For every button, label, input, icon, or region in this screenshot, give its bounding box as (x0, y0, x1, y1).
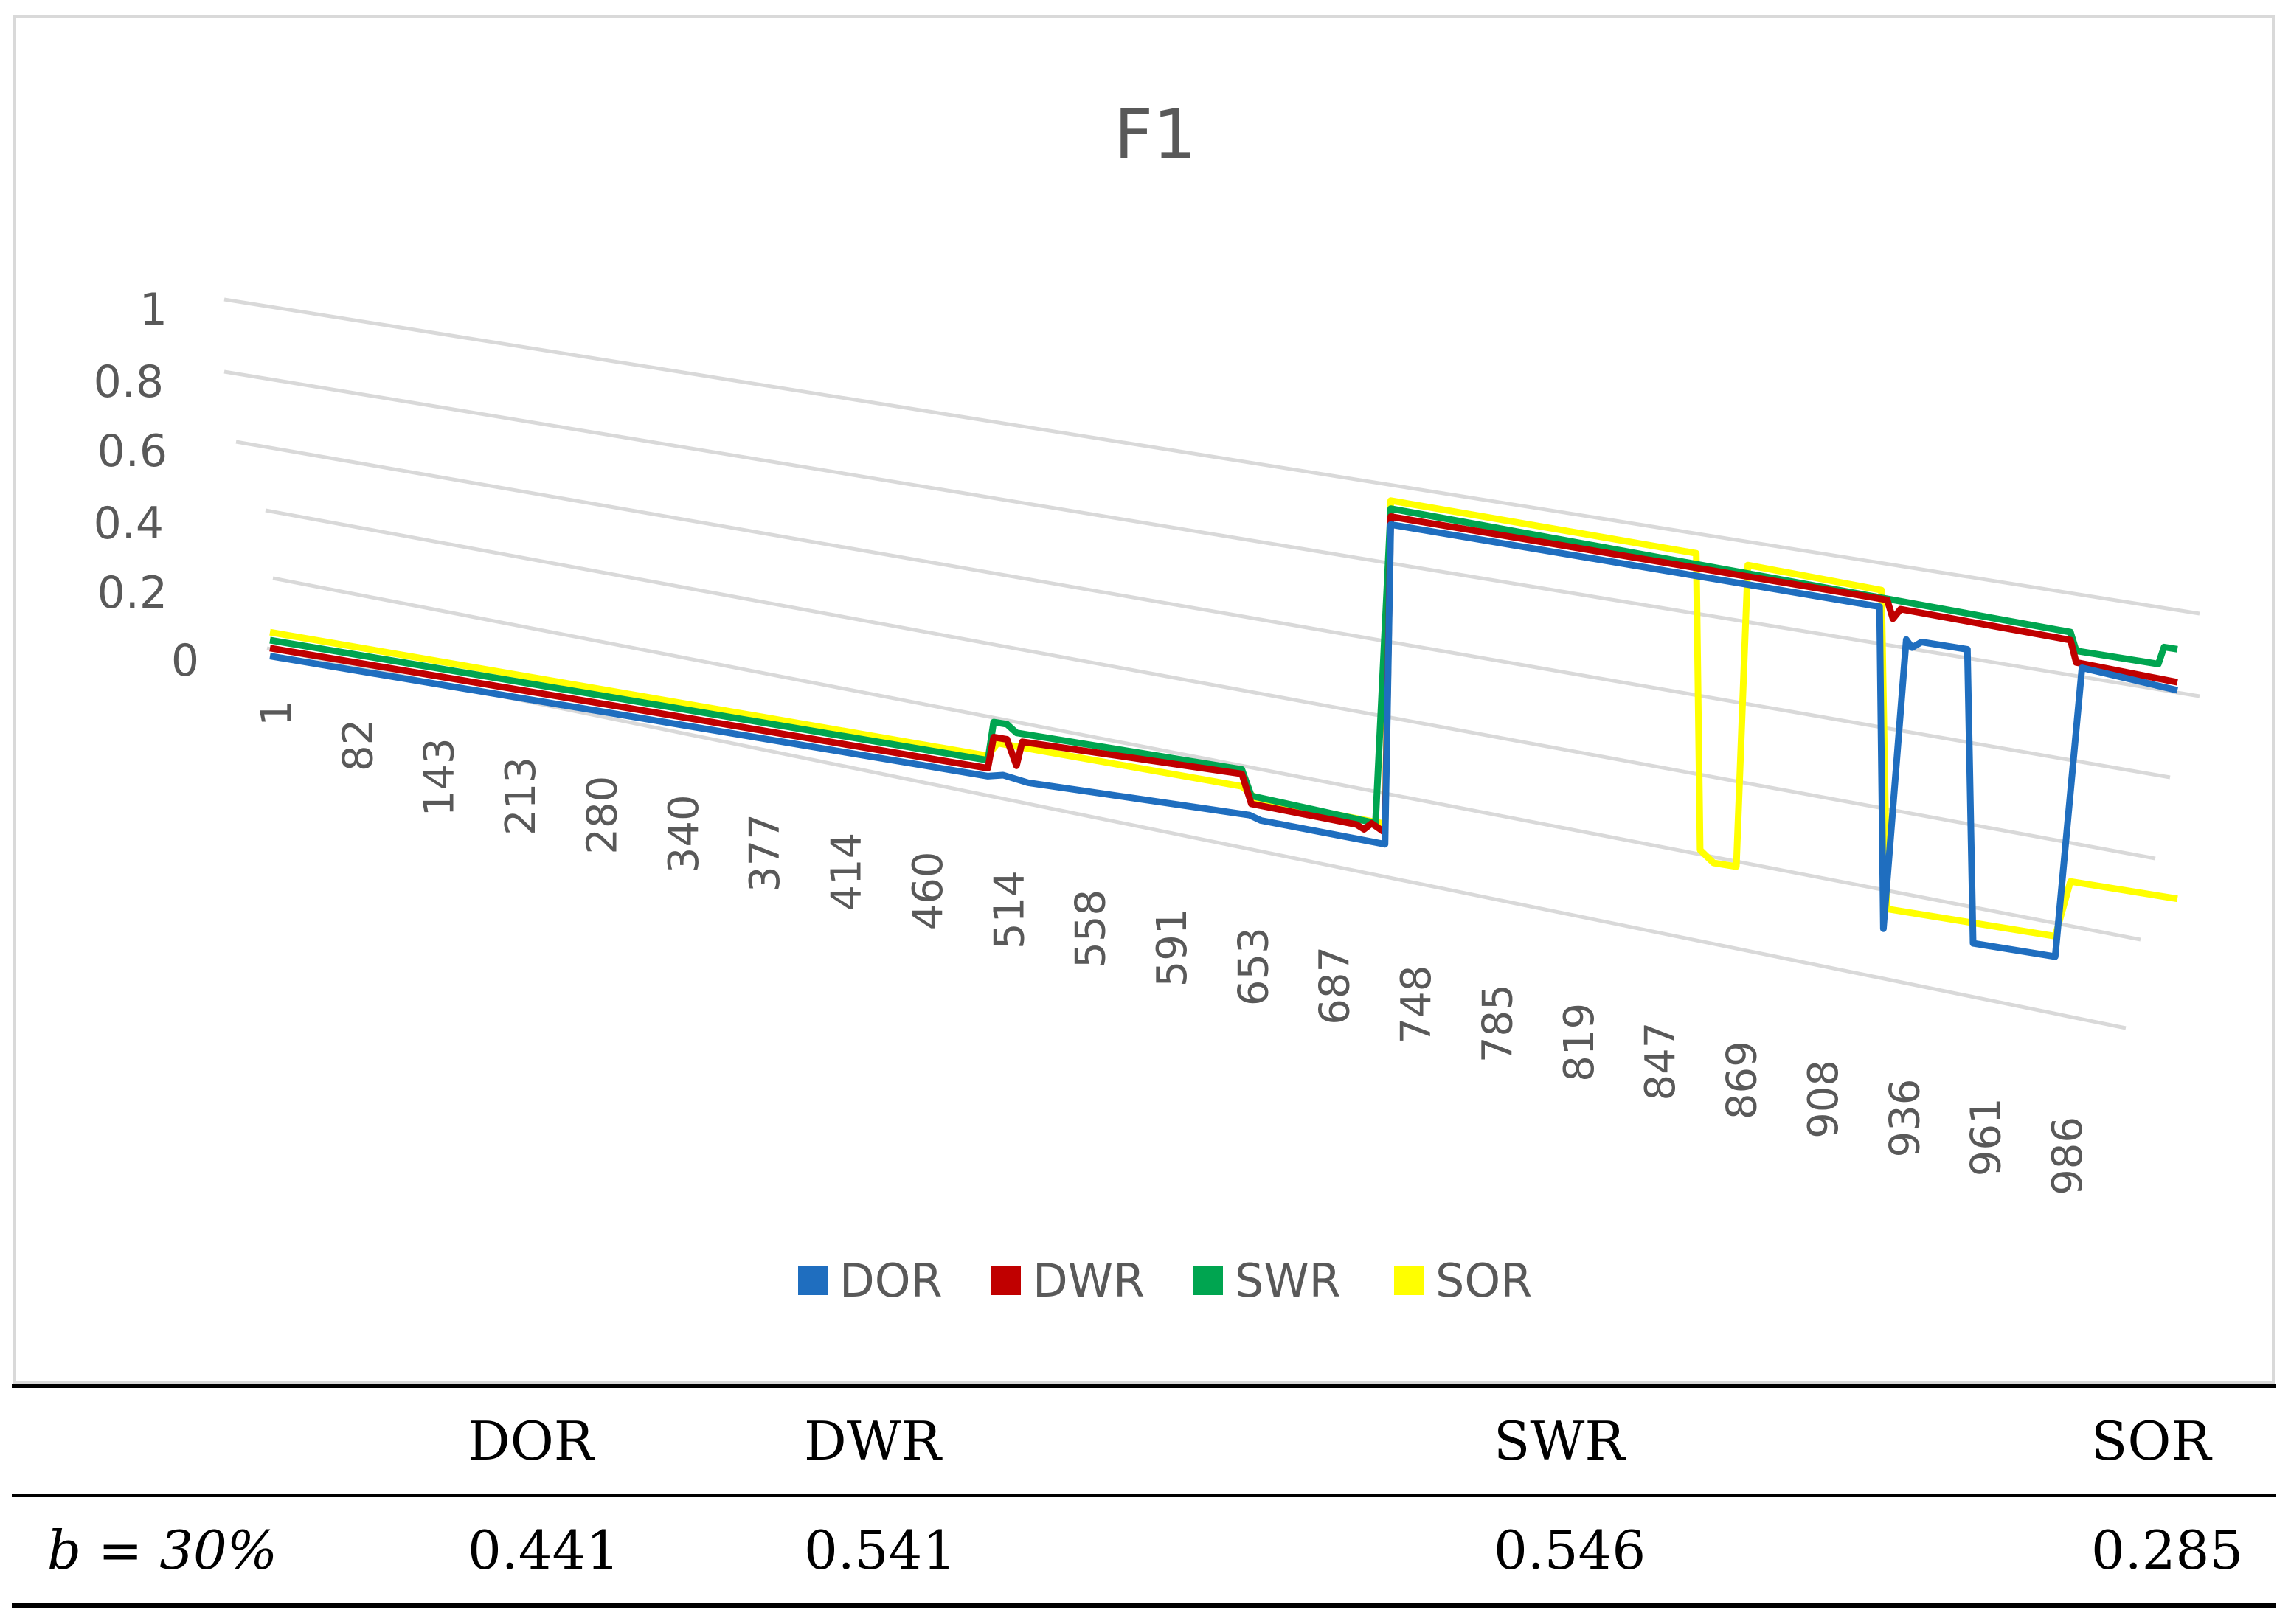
x-tick-label: 591 (1148, 909, 1196, 988)
gridline (223, 297, 2200, 616)
table-header-cell: DWR (804, 1410, 941, 1472)
legend-label-dor: DOR (839, 1254, 943, 1308)
x-tick-label: 785 (1474, 984, 1522, 1063)
x-tick-label: 414 (823, 833, 871, 912)
gridlines (223, 297, 2200, 1030)
x-tick-label: 869 (1719, 1041, 1767, 1120)
gridline (223, 369, 2200, 698)
chart-svg: F1 1 0.8 0.6 0.4 0.20 1 82 143 213 280 340 377 414 4… (94, 95, 2200, 1308)
series-lines (269, 497, 2179, 960)
gridline (272, 576, 2141, 942)
y-tick-label: 0.8 (94, 356, 164, 408)
x-tick-label: 986 (2044, 1117, 2092, 1196)
x-tick-label: 847 (1637, 1022, 1685, 1101)
x-tick-label: 82 (334, 719, 382, 771)
chart-container: F1 1 0.8 0.6 0.4 0.2 0 1 82 143 213 280 340 377 414 4… (13, 15, 2275, 1384)
legend-swatch-dwr (991, 1266, 1021, 1295)
x-tick-label: 558 (1067, 889, 1115, 968)
x-tick-label: 819 (1556, 1003, 1604, 1082)
legend: DOR DWR SWR SOR (798, 1254, 1532, 1308)
legend-swatch-dor (798, 1266, 828, 1295)
x-tick-label: 377 (741, 813, 789, 892)
x-tick-label: 340 (660, 794, 708, 873)
table-header-cell: DOR (468, 1410, 594, 1472)
y-tick-label: 0.4 (94, 498, 164, 549)
table-header-row: DOR DWR SWR SOR (12, 1386, 2276, 1496)
y-tick-label: 1 (139, 284, 167, 336)
gridline (265, 508, 2156, 861)
y-tick-label: 0.6 (97, 426, 167, 477)
series-line-dwr (269, 513, 2178, 836)
series-line-swr (269, 505, 2178, 827)
x-tick-label: 961 (1963, 1097, 2011, 1176)
table-header-cell: SOR (2091, 1410, 2211, 1472)
legend-swatch-sor (1394, 1266, 1424, 1295)
table-cell: 0.285 (2091, 1519, 2244, 1581)
chart-title: F1 (1114, 95, 1196, 174)
results-table: DOR DWR SWR SOR b = 30% 0.441 0.541 0.54… (12, 1384, 2276, 1608)
x-axis-ticks: 1 82 143 213 280 340 377 414 460 514 558 591 653 687 7… (253, 700, 2092, 1196)
x-tick-label: 143 (416, 738, 464, 816)
legend-label-sor: SOR (1435, 1254, 1532, 1308)
table-cell: 0.441 (468, 1519, 620, 1581)
gridline (266, 646, 2127, 1030)
legend-label-dwr: DWR (1033, 1254, 1145, 1308)
x-tick-label: 936 (1881, 1079, 1929, 1158)
x-tick-label: 687 (1311, 946, 1359, 1025)
x-tick-label: 653 (1230, 927, 1278, 1006)
series-line-dor (269, 521, 2179, 960)
y-tick-label: 0 (171, 635, 199, 687)
table-cell: 0.546 (1494, 1519, 1646, 1581)
table-header-cell: SWR (1494, 1410, 1625, 1472)
table-row: b = 30% 0.441 0.541 0.546 0.285 (12, 1496, 2276, 1606)
x-tick-label: 908 (1800, 1060, 1848, 1139)
x-tick-label: 748 (1393, 965, 1441, 1044)
y-tick-label: 0.2 (97, 567, 167, 619)
series-line-sor (269, 497, 2178, 940)
table-cell: 0.541 (804, 1519, 957, 1581)
legend-swatch-swr (1193, 1266, 1223, 1295)
x-tick-label: 514 (985, 870, 1033, 949)
x-tick-label: 1 (253, 700, 301, 726)
table-row-label: b = 30% (47, 1519, 278, 1581)
x-tick-label: 460 (904, 851, 952, 930)
gridline (235, 440, 2171, 780)
x-tick-label: 280 (578, 776, 626, 855)
y-axis-ticks: 1 0.8 0.6 0.4 0.20 (94, 284, 199, 687)
legend-label-swr: SWR (1235, 1254, 1341, 1308)
x-tick-label: 213 (497, 757, 545, 836)
table-header-cell (12, 1386, 468, 1496)
